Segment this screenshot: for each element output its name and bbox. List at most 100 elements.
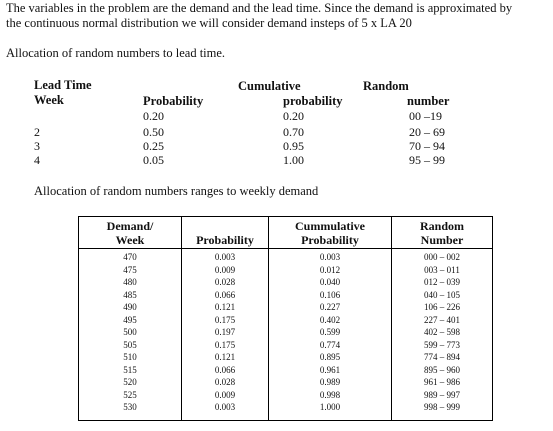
probability-cell: 0.197 xyxy=(181,326,269,339)
cumulative-cell: 0.106 xyxy=(268,288,392,301)
header-cumulative-probability: Probability xyxy=(301,233,359,247)
table-row: 505 0.175 0.774 599 – 773 xyxy=(78,338,493,351)
cumulative-cell: 0.961 xyxy=(268,363,392,376)
table-row: 470 0.003 0.003 000 – 002 xyxy=(78,248,493,264)
cumulative-cell: 0.040 xyxy=(268,276,392,289)
table-row: 510 0.121 0.895 774 – 894 xyxy=(78,351,493,364)
random-number-cell: 227 – 401 xyxy=(391,313,493,326)
demand-cell: 515 xyxy=(78,363,182,376)
probability-cell: 0.003 xyxy=(181,401,269,421)
lead-row-week: 3 xyxy=(34,139,40,153)
lead-row-cumulative: 0.95 xyxy=(283,139,304,153)
probability-cell: 0.121 xyxy=(181,351,269,364)
probability-cell: 0.009 xyxy=(181,263,269,276)
demand-cell: 480 xyxy=(78,276,182,289)
header-number: Number xyxy=(420,233,464,247)
probability-cell: 0.028 xyxy=(181,376,269,389)
header-random-cell: Random Number xyxy=(391,216,493,249)
probability-cell: 0.066 xyxy=(181,363,269,376)
cumulative-cell: 0.895 xyxy=(268,351,392,364)
cumulative-cell: 0.599 xyxy=(268,326,392,339)
cumulative-cell: 0.989 xyxy=(268,376,392,389)
header-week: Week xyxy=(115,233,145,247)
lead-row-cumulative: 0.70 xyxy=(283,125,304,139)
header-demand: Demand/ xyxy=(106,219,154,233)
header-lead-time: Lead Time xyxy=(34,78,92,92)
lead-row-week: 4 xyxy=(34,153,40,167)
header-cumulative-cell: Cummulative Probability xyxy=(268,216,392,249)
cumulative-cell: 0.012 xyxy=(268,263,392,276)
demand-cell: 485 xyxy=(78,288,182,301)
lead-row-probability: 0.50 xyxy=(143,125,164,139)
lead-row-probability: 0.25 xyxy=(143,139,164,153)
intro-line-2: the continuous normal distribution we wi… xyxy=(6,16,412,30)
demand-table: Demand/ Week Probability Cummulative Pro… xyxy=(78,216,493,421)
probability-cell: 0.175 xyxy=(181,313,269,326)
header-number: number xyxy=(407,94,450,108)
cumulative-cell: 0.774 xyxy=(268,338,392,351)
random-number-cell: 000 – 002 xyxy=(391,248,493,264)
intro-line-1: The variables in the problem are the dem… xyxy=(6,1,513,15)
probability-cell: 0.121 xyxy=(181,301,269,314)
table-row: 530 0.003 1.000 998 – 999 xyxy=(78,401,493,421)
demand-cell: 530 xyxy=(78,401,182,421)
random-number-cell: 961 – 986 xyxy=(391,376,493,389)
lead-row-random: 70 – 94 xyxy=(409,139,445,153)
header-demand-week: Demand/ Week xyxy=(78,216,182,249)
table-row: 480 0.028 0.040 012 – 039 xyxy=(78,276,493,289)
header-week: Week xyxy=(34,93,64,107)
random-number-cell: 774 – 894 xyxy=(391,351,493,364)
random-number-cell: 012 – 039 xyxy=(391,276,493,289)
random-number-cell: 402 – 598 xyxy=(391,326,493,339)
demand-cell: 520 xyxy=(78,376,182,389)
table-row: 515 0.066 0.961 895 – 960 xyxy=(78,363,493,376)
random-number-cell: 895 – 960 xyxy=(391,363,493,376)
table-row: 520 0.028 0.989 961 – 986 xyxy=(78,376,493,389)
demand-cell: 510 xyxy=(78,351,182,364)
cumulative-cell: 0.402 xyxy=(268,313,392,326)
lead-row-probability: 0.05 xyxy=(143,153,164,167)
demand-cell: 495 xyxy=(78,313,182,326)
lead-row-week: 2 xyxy=(34,125,40,139)
header-cumulative: Cumulative xyxy=(238,79,301,93)
random-number-cell: 040 – 105 xyxy=(391,288,493,301)
header-random: Random xyxy=(419,219,464,233)
lead-row-random: 00 –19 xyxy=(409,109,442,123)
header-probability: Probability xyxy=(196,233,254,247)
probability-cell: 0.003 xyxy=(181,248,269,264)
lead-row-random: 95 – 99 xyxy=(409,153,445,167)
cumulative-cell: 0.998 xyxy=(268,388,392,401)
header-cumulative-probability: probability xyxy=(283,94,343,108)
random-number-cell: 003 – 011 xyxy=(391,263,493,276)
lead-row-probability: 0.20 xyxy=(143,109,164,123)
random-number-cell: 989 – 997 xyxy=(391,388,493,401)
demand-cell: 505 xyxy=(78,338,182,351)
cumulative-cell: 1.000 xyxy=(268,401,392,421)
lead-row-random: 20 – 69 xyxy=(409,125,445,139)
probability-cell: 0.066 xyxy=(181,288,269,301)
header-cumulative: Cummulative xyxy=(295,219,365,233)
table-row: 490 0.121 0.227 106 – 226 xyxy=(78,301,493,314)
probability-cell: 0.009 xyxy=(181,388,269,401)
demand-cell: 475 xyxy=(78,263,182,276)
probability-cell: 0.028 xyxy=(181,276,269,289)
table-row: 485 0.066 0.106 040 – 105 xyxy=(78,288,493,301)
header-random: Random xyxy=(363,79,409,93)
section-heading-lead-time: Allocation of random numbers to lead tim… xyxy=(6,46,226,60)
lead-row-cumulative: 0.20 xyxy=(283,109,304,123)
table-row: 495 0.175 0.402 227 – 401 xyxy=(78,313,493,326)
demand-cell: 525 xyxy=(78,388,182,401)
table-row: 525 0.009 0.998 989 – 997 xyxy=(78,388,493,401)
header-probability-cell: Probability xyxy=(181,216,269,249)
demand-cell: 470 xyxy=(78,248,182,264)
cumulative-cell: 0.227 xyxy=(268,301,392,314)
demand-cell: 490 xyxy=(78,301,182,314)
random-number-cell: 599 – 773 xyxy=(391,338,493,351)
section-heading-demand: Allocation of random numbers ranges to w… xyxy=(34,184,319,198)
random-number-cell: 998 – 999 xyxy=(391,401,493,421)
demand-cell: 500 xyxy=(78,326,182,339)
table-row: 475 0.009 0.012 003 – 011 xyxy=(78,263,493,276)
random-number-cell: 106 – 226 xyxy=(391,301,493,314)
lead-row-cumulative: 1.00 xyxy=(283,153,304,167)
header-probability: Probability xyxy=(143,94,204,108)
